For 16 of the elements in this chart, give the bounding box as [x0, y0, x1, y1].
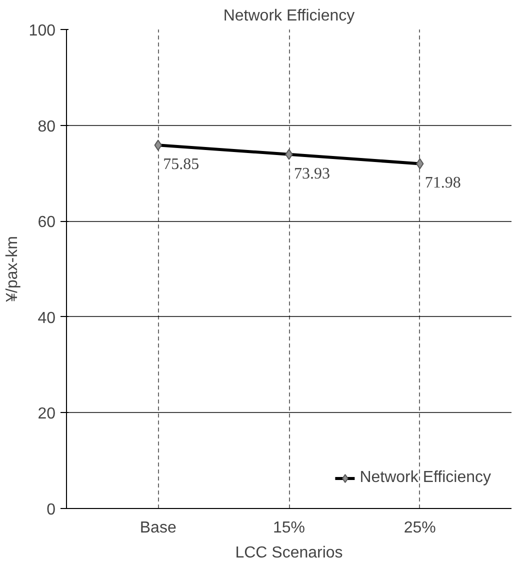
x-tick-label: Base — [140, 520, 176, 536]
data-label: 75.85 — [163, 156, 200, 174]
x-tick-label: 15% — [272, 520, 306, 536]
x-axis-title: LCC Scenarios — [235, 544, 343, 562]
y-tick-label: 80 — [38, 118, 56, 136]
data-label: 73.93 — [294, 165, 330, 182]
y-tick-label: 40 — [38, 310, 56, 327]
x-tick-label: 25% — [404, 520, 436, 536]
y-tick-label: 100 — [28, 22, 56, 40]
legend-label: Network Efficiency — [360, 469, 491, 487]
chart-title: Network Efficiency — [223, 8, 355, 24]
data-label: 71.98 — [424, 174, 461, 192]
y-tick-label: 0 — [46, 502, 56, 518]
y-tick-label: 20 — [38, 406, 56, 423]
y-tick-label: 60 — [38, 214, 56, 232]
y-axis-title: ¥/pax-km — [4, 236, 21, 303]
